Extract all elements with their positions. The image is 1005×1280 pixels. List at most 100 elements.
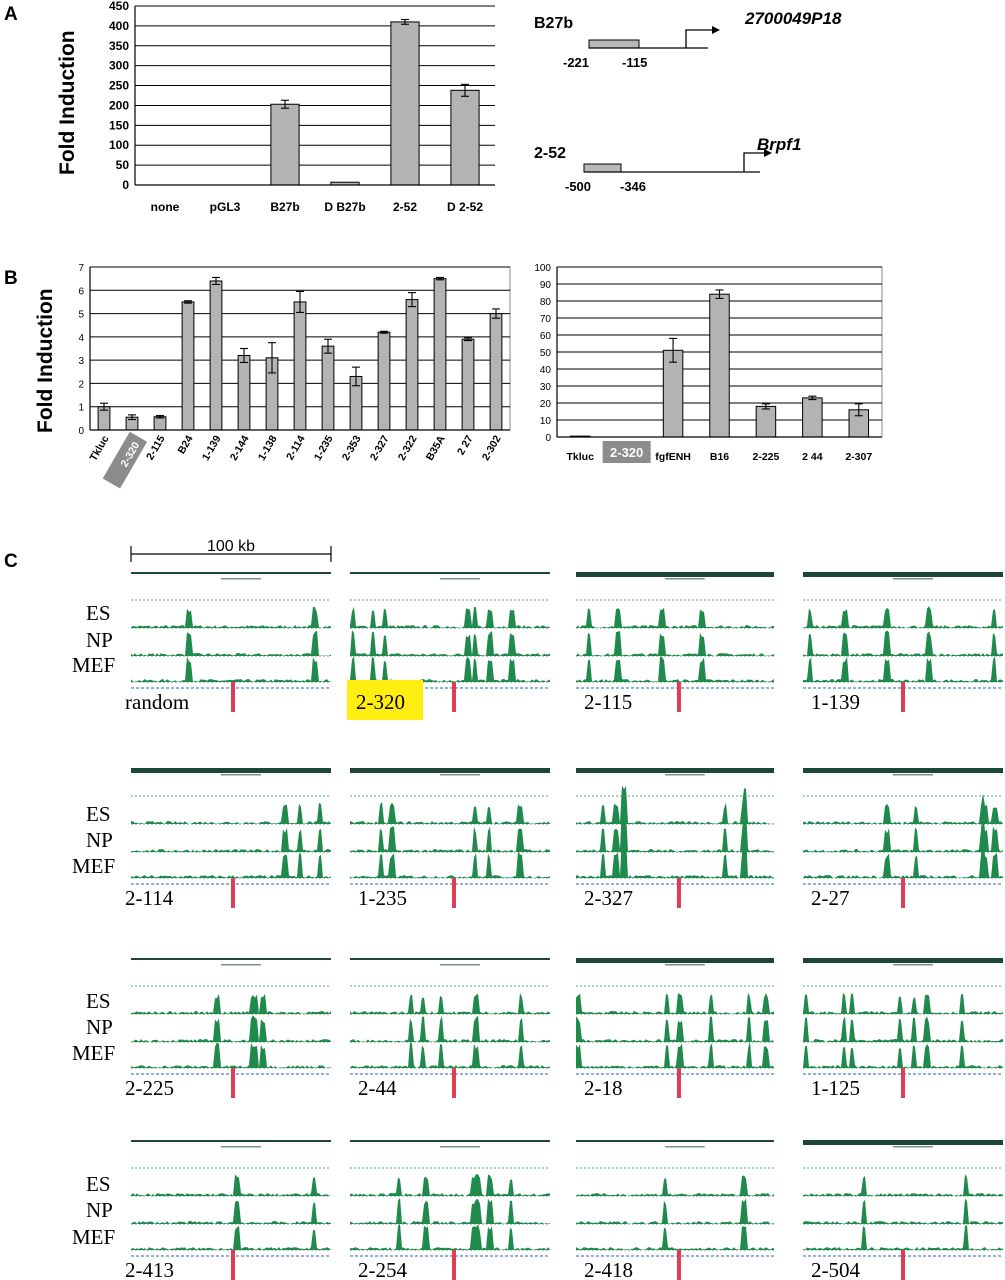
element-marker [901,878,905,908]
panel-label-a: A [4,4,18,25]
signal-peaks [803,1224,1003,1250]
bar-B24 [181,301,195,431]
signal-peaks [131,1015,331,1042]
bar-2-114 [293,301,307,431]
bar-B16 [709,293,730,438]
region-label: 2-27 [811,886,850,910]
signal-peaks [803,793,1003,824]
y-tick-label: 6 [78,286,84,297]
signal-peaks [803,806,1003,852]
element-marker [231,1250,235,1280]
signal-peaks [803,1016,1003,1042]
track-header [131,958,331,960]
track-header [576,958,774,963]
bar-2-322 [405,299,419,431]
construct-gene: 2700049P18 [744,9,842,28]
bar-2-44 [802,397,823,438]
signal-peaks [803,606,1003,628]
y-tick-label: 70 [540,314,552,325]
track-header [576,1140,774,1142]
track-header [350,958,550,960]
signal-peaks [576,1016,774,1042]
track-header [131,768,331,773]
signal-peaks [576,829,774,878]
construct-name: 2-52 [534,145,566,162]
browser-tile-1-125: 1-125 [803,958,1003,1100]
browser-tile-2-114: 2-114 [125,768,331,910]
panel-label-b: B [4,268,18,289]
track-label-NP: NP [86,828,113,852]
track-sub-header [440,774,480,776]
x-tick-label: D B27b [324,200,365,214]
browser-tile-2-413: 2-413 [125,1140,331,1280]
bar-B27b [270,103,300,186]
browser-tile-2-504: 2-504 [803,1140,1003,1280]
element-marker [901,1250,905,1280]
x-tick-label: B35A [424,433,448,463]
track-sub-header [893,774,933,776]
arrow-head [712,26,720,34]
signal-peaks [576,631,774,656]
track-label-ES: ES [86,601,111,625]
track-header [350,1140,550,1142]
track-sub-header [440,578,480,580]
region-label: 1-125 [811,1076,860,1100]
x-tick-label: Tkluc [87,433,111,463]
browser-tile-2-225: 2-225 [125,958,331,1100]
region-label: 1-139 [811,690,860,714]
element-marker [676,1250,681,1280]
y-tick-label: 350 [109,39,129,53]
track-header [576,572,774,577]
construct-start: -500 [565,179,591,194]
track-label-NP: NP [86,628,113,652]
signal-peaks [803,992,1003,1014]
x-tick-label: 1-139 [200,433,224,462]
track-header [803,958,1003,963]
y-tick-label: 5 [78,310,84,321]
signal-peaks [131,993,331,1014]
signal-peaks [350,993,550,1014]
promoter-arrow [743,152,764,172]
signal-peaks [350,1224,550,1250]
region-label: 2-327 [584,886,633,910]
track-header [350,768,550,773]
panel-label-c: C [4,551,18,572]
x-tick-label: 2-52 [393,200,417,214]
bar-B35A [433,278,447,431]
bar-2-144 [237,354,251,431]
signal-peaks [350,1174,550,1196]
highlight-fill [102,431,148,489]
track-label-NP: NP [86,1015,113,1039]
y-tick-label: 10 [540,416,552,427]
x-tick-label: 1-138 [256,433,280,462]
plot-area [135,6,495,185]
x-tick-label: Tkluc [566,451,594,463]
y-tick-label: 60 [540,331,552,342]
x-tick-label: D 2-52 [447,200,483,214]
track-sub-header [893,578,933,580]
y-tick-label: 400 [109,19,129,33]
region-label: 2-413 [125,1258,174,1280]
track-label-MEF: MEF [72,653,115,677]
track-header [576,768,774,773]
signal-peaks [131,656,331,682]
arrow-head [764,149,772,157]
y-tick-label: 300 [109,59,129,73]
track-label-NP: NP [86,1198,113,1222]
construct-end: -346 [620,179,646,194]
signal-peaks [131,1225,331,1250]
signal-peaks [576,1041,774,1068]
region-highlight [347,680,423,720]
y-tick-label: 30 [540,382,552,393]
highlight-box [602,441,651,463]
track-sub-header [221,578,261,580]
region-label: 2-320 [356,690,405,714]
element-marker [676,878,681,908]
y-tick-label: 20 [540,399,552,410]
element-marker [452,1250,456,1280]
track-label-ES: ES [86,1172,111,1196]
browser-tile-2-327: 2-327 [576,768,774,910]
bar-2-302 [489,313,503,431]
signal-peaks [350,851,550,878]
